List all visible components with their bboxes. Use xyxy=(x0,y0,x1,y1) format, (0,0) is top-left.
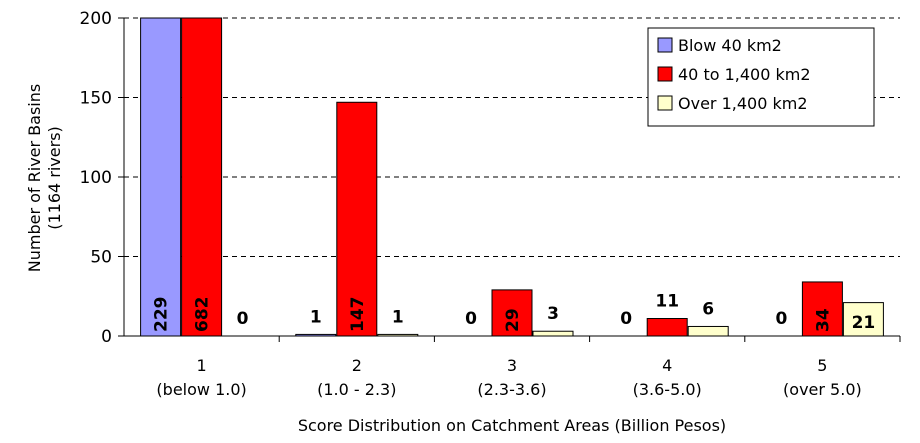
y-tick-label: 100 xyxy=(80,168,112,188)
bar xyxy=(532,330,574,337)
x-category-range: (1.0 - 2.3) xyxy=(317,380,396,399)
data-label: 0 xyxy=(465,309,477,329)
data-label: 34 xyxy=(813,308,833,332)
data-label: 682 xyxy=(193,297,213,333)
data-label: 0 xyxy=(775,309,787,329)
y-axis-title-line2: (1164 rivers) xyxy=(45,126,64,230)
legend-entry: 40 to 1,400 km2 xyxy=(678,65,811,84)
data-label: 21 xyxy=(852,313,876,333)
bar xyxy=(491,289,533,337)
bar xyxy=(801,281,843,337)
x-category-range: (2.3-3.6) xyxy=(477,380,546,399)
data-label: 1 xyxy=(392,307,404,327)
x-axis-title: Score Distribution on Catchment Areas (B… xyxy=(298,416,726,435)
axes xyxy=(118,17,901,342)
y-tick-label: 0 xyxy=(101,327,112,347)
y-axis-title-line1: Number of River Basins xyxy=(25,84,44,272)
y-tick-labels: 0 50 100 150 200 xyxy=(80,9,112,347)
data-label: 0 xyxy=(237,309,249,329)
legend-swatch xyxy=(657,66,673,82)
y-tick-label: 150 xyxy=(80,89,112,109)
x-category-number: 2 xyxy=(352,356,362,375)
bar xyxy=(140,17,182,337)
data-label: 29 xyxy=(503,308,523,332)
x-category-number: 5 xyxy=(817,356,827,375)
data-label: 11 xyxy=(655,292,679,312)
legend-entry: Blow 40 km2 xyxy=(678,36,782,55)
data-label: 3 xyxy=(547,304,559,324)
data-label: 229 xyxy=(152,297,172,333)
bar xyxy=(842,302,884,337)
bar xyxy=(646,318,688,337)
y-tick-label: 50 xyxy=(90,248,112,268)
data-labels: 229 682 0 1 147 1 0 29 3 0 11 6 0 34 21 xyxy=(152,292,876,333)
data-label: 1 xyxy=(310,307,322,327)
data-label: 6 xyxy=(702,299,714,319)
y-axis-title-sub: (1164 rivers) xyxy=(45,126,64,230)
x-category-labels: 1 (below 1.0) 2 (1.0 - 2.3) 3 (2.3-3.6) 4 (3.6-… xyxy=(156,356,861,399)
bar xyxy=(687,325,729,337)
data-label: 147 xyxy=(348,297,368,333)
legend-box xyxy=(647,27,875,127)
y-axis-title: Number of River Basins xyxy=(25,84,44,272)
x-category-range: (below 1.0) xyxy=(156,380,246,399)
legend-swatch xyxy=(657,37,673,53)
y-tick-label: 200 xyxy=(80,9,112,29)
x-category-range: (over 5.0) xyxy=(783,380,862,399)
legend: Blow 40 km2 40 to 1,400 km2 Over 1,400 km2 xyxy=(647,27,875,127)
x-category-number: 4 xyxy=(662,356,672,375)
bar xyxy=(336,101,378,337)
bar xyxy=(181,17,223,337)
legend-swatch xyxy=(657,95,673,111)
x-category-number: 1 xyxy=(197,356,207,375)
x-category-range: (3.6-5.0) xyxy=(633,380,702,399)
legend-entry: Over 1,400 km2 xyxy=(678,94,808,113)
x-category-number: 3 xyxy=(507,356,517,375)
gridlines xyxy=(124,17,900,257)
data-label: 0 xyxy=(620,309,632,329)
